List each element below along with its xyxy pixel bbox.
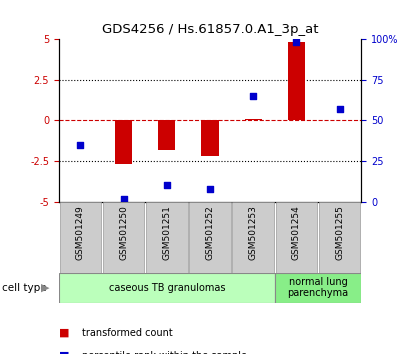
Bar — [158, 120, 176, 150]
Point — [77, 142, 84, 148]
FancyBboxPatch shape — [146, 202, 188, 273]
Text: GSM501251: GSM501251 — [162, 205, 171, 260]
Point — [207, 186, 213, 192]
Text: ▶: ▶ — [41, 282, 50, 293]
Point — [293, 39, 300, 45]
Title: GDS4256 / Hs.61857.0.A1_3p_at: GDS4256 / Hs.61857.0.A1_3p_at — [102, 23, 318, 36]
FancyBboxPatch shape — [276, 202, 317, 273]
Text: GSM501254: GSM501254 — [292, 205, 301, 260]
Point — [336, 106, 343, 112]
Bar — [244, 119, 262, 120]
FancyBboxPatch shape — [232, 202, 274, 273]
Text: GSM501249: GSM501249 — [76, 205, 85, 260]
Text: GSM501255: GSM501255 — [335, 205, 344, 260]
Text: percentile rank within the sample: percentile rank within the sample — [82, 351, 247, 354]
Text: caseous TB granulomas: caseous TB granulomas — [108, 282, 225, 293]
FancyBboxPatch shape — [103, 202, 144, 273]
Text: GSM501252: GSM501252 — [205, 205, 215, 260]
Text: ■: ■ — [59, 351, 69, 354]
Text: normal lung
parenchyma: normal lung parenchyma — [287, 277, 349, 298]
Point — [120, 196, 127, 201]
Text: cell type: cell type — [2, 282, 47, 293]
FancyBboxPatch shape — [59, 273, 275, 303]
Text: GSM501250: GSM501250 — [119, 205, 128, 260]
FancyBboxPatch shape — [319, 202, 360, 273]
Bar — [201, 120, 219, 156]
FancyBboxPatch shape — [275, 273, 361, 303]
FancyBboxPatch shape — [60, 202, 101, 273]
Point — [250, 93, 257, 99]
Text: ■: ■ — [59, 328, 69, 338]
Point — [163, 183, 170, 188]
Bar — [288, 42, 305, 120]
FancyBboxPatch shape — [189, 202, 231, 273]
Text: GSM501253: GSM501253 — [249, 205, 258, 260]
Text: transformed count: transformed count — [82, 328, 173, 338]
Bar — [115, 120, 132, 164]
